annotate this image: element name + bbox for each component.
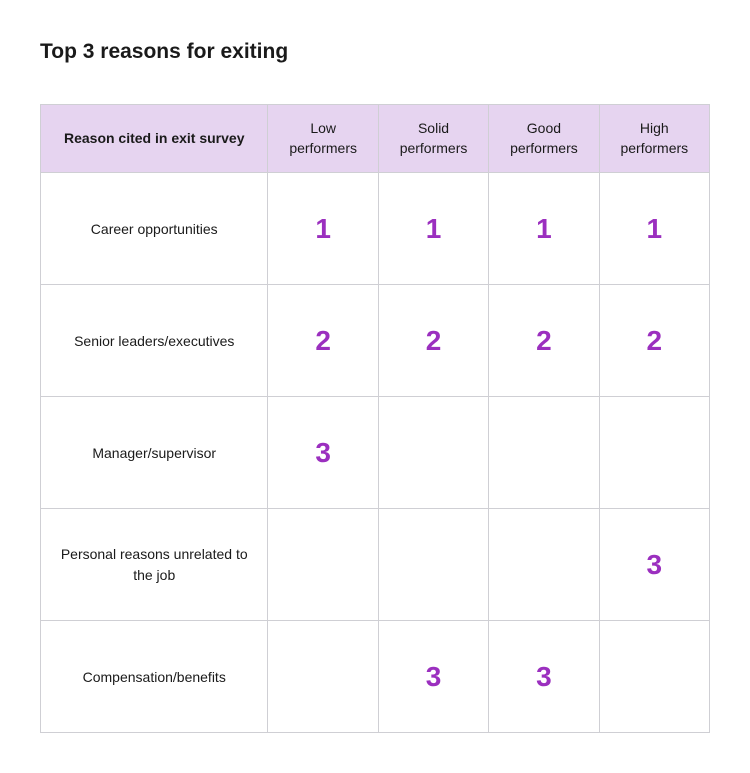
header-good: Good performers [489,105,599,173]
rank-cell [378,509,488,621]
rank-cell: 1 [378,173,488,285]
rank-cell: 3 [489,621,599,733]
header-high: High performers [599,105,709,173]
rank-cell: 2 [489,285,599,397]
rank-cell: 2 [268,285,378,397]
rank-cell: 1 [599,173,709,285]
rank-cell [378,397,488,509]
row-label: Personal reasons unrelated to the job [41,509,268,621]
rank-cell: 2 [378,285,488,397]
table-row: Personal reasons unrelated to the job 3 [41,509,710,621]
header-reason: Reason cited in exit survey [41,105,268,173]
rank-cell: 1 [268,173,378,285]
rank-cell [268,621,378,733]
rank-cell: 3 [378,621,488,733]
rank-cell: 2 [599,285,709,397]
rank-cell [489,509,599,621]
rank-cell [599,397,709,509]
header-low: Low performers [268,105,378,173]
row-label: Compensation/benefits [41,621,268,733]
rank-cell: 3 [268,397,378,509]
rank-cell [489,397,599,509]
rank-cell: 1 [489,173,599,285]
exit-reasons-table: Reason cited in exit survey Low performe… [40,104,710,733]
table-row: Career opportunities 1 1 1 1 [41,173,710,285]
row-label: Career opportunities [41,173,268,285]
rank-cell [599,621,709,733]
page-title: Top 3 reasons for exiting [40,40,710,64]
table-row: Compensation/benefits 3 3 [41,621,710,733]
rank-cell: 3 [599,509,709,621]
row-label: Senior leaders/executives [41,285,268,397]
table-row: Manager/supervisor 3 [41,397,710,509]
rank-cell [268,509,378,621]
row-label: Manager/supervisor [41,397,268,509]
table-row: Senior leaders/executives 2 2 2 2 [41,285,710,397]
header-solid: Solid performers [378,105,488,173]
